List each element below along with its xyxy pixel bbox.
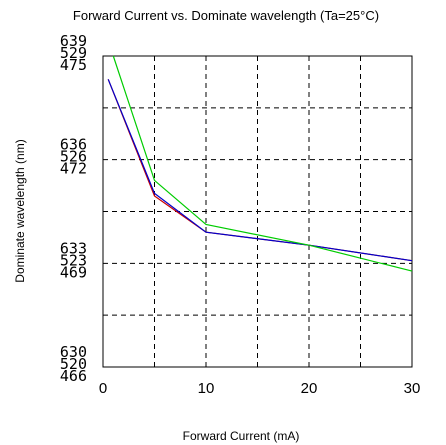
x-tick-label: 30 bbox=[404, 380, 421, 397]
y-tick-label: 469 bbox=[60, 263, 87, 281]
x-tick-label: 0 bbox=[99, 380, 107, 397]
y-tick-label: 526 bbox=[60, 148, 87, 166]
x-ticks: 0 10 20 30 bbox=[99, 380, 421, 397]
y-tick-label: 520 bbox=[60, 355, 87, 373]
chart-title: Forward Current vs. Dominate wavelength … bbox=[73, 8, 379, 23]
series-line-1 bbox=[107, 79, 413, 262]
y-tick-label: 633 bbox=[60, 239, 87, 257]
series-lines bbox=[107, 55, 413, 272]
y-axis-label: Dominate wavelength (nm) bbox=[13, 139, 27, 282]
grid bbox=[103, 56, 412, 367]
y-tick-label: 466 bbox=[60, 367, 87, 385]
y-tick-label: 636 bbox=[60, 136, 87, 154]
y-tick-label: 523 bbox=[60, 251, 87, 269]
x-axis-label: Forward Current (mA) bbox=[183, 429, 300, 443]
x-tick-label: 10 bbox=[198, 380, 215, 397]
series-line-3 bbox=[112, 55, 413, 272]
y-tick-label: 639 bbox=[60, 32, 87, 50]
x-tick-label: 20 bbox=[301, 380, 318, 397]
y-tick-label: 630 bbox=[60, 343, 87, 361]
y-tick-label: 529 bbox=[60, 44, 87, 62]
y-tick-label: 472 bbox=[60, 160, 87, 178]
series-line-2 bbox=[107, 79, 413, 262]
y-tick-label: 475 bbox=[60, 56, 87, 74]
